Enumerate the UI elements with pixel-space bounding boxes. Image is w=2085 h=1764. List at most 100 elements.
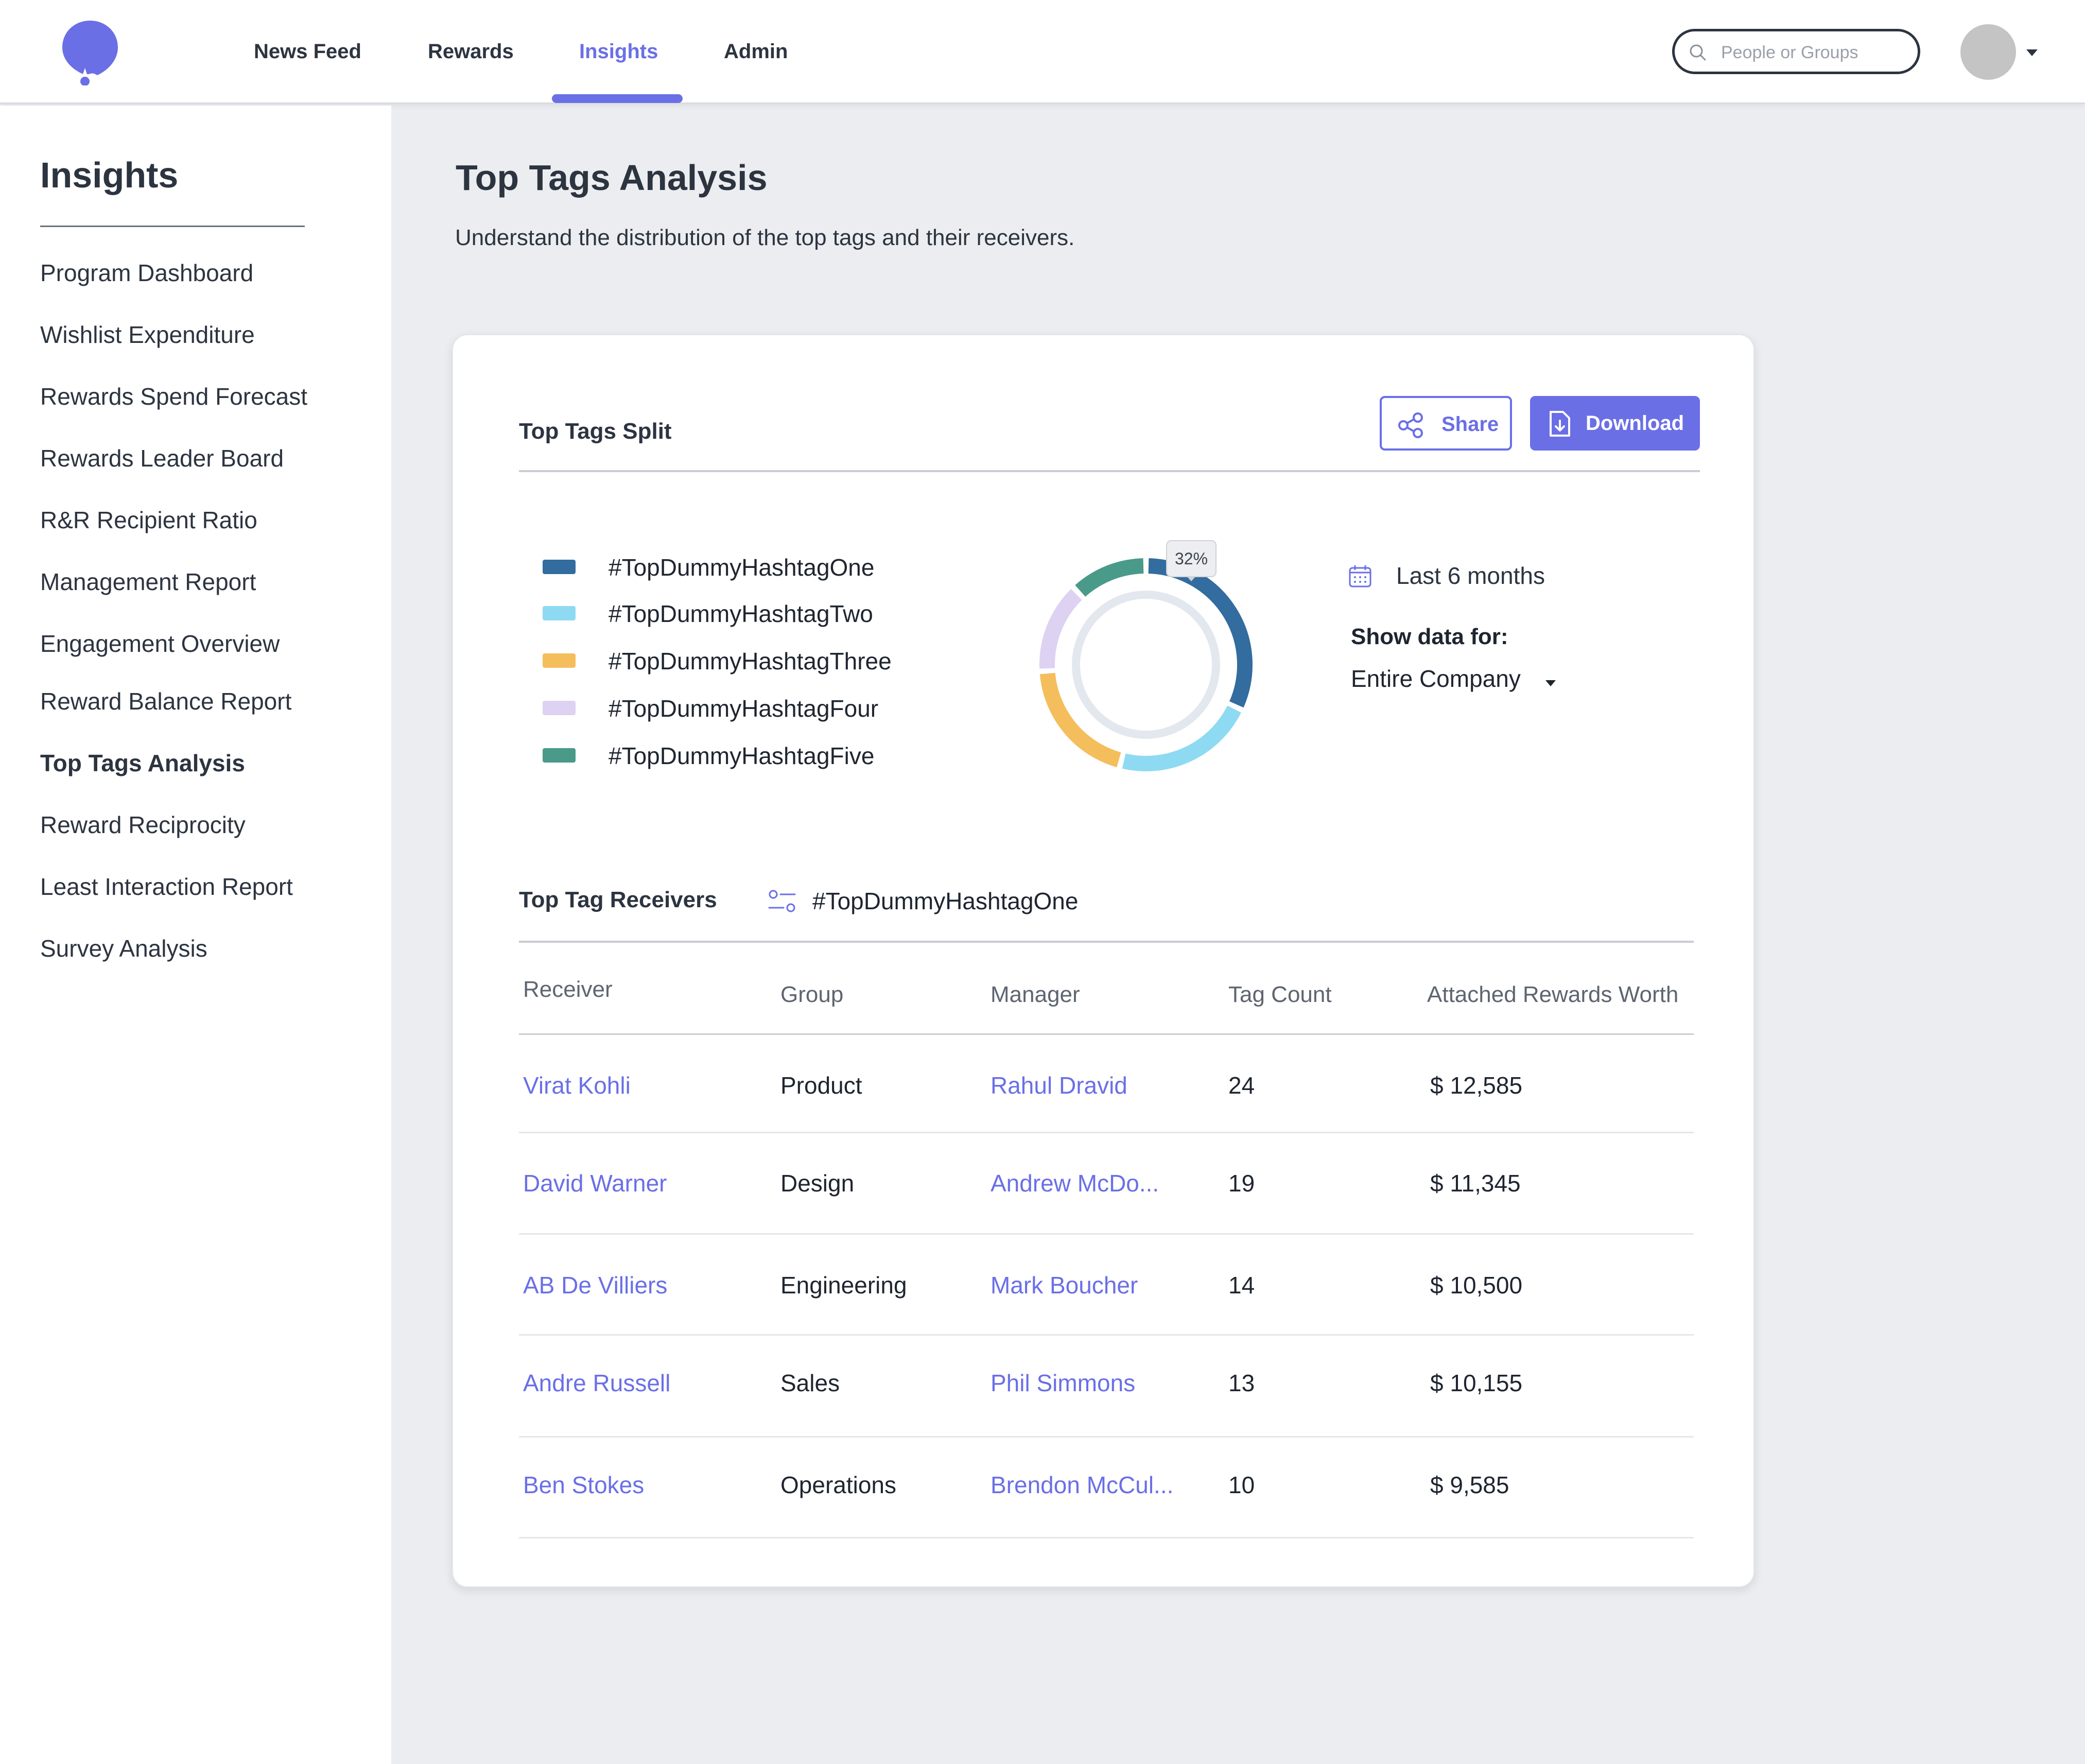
tag-count-cell: 24 bbox=[1228, 1072, 1255, 1099]
rewards-worth-cell: $ 12,585 bbox=[1430, 1072, 1523, 1099]
donut-slice[interactable] bbox=[1039, 672, 1121, 768]
legend-swatch bbox=[543, 653, 576, 668]
search-icon bbox=[1690, 44, 1706, 61]
nav-news-feed[interactable]: News Feed bbox=[254, 40, 361, 63]
nav-insights[interactable]: Insights bbox=[579, 40, 658, 63]
manager-link[interactable]: Rahul Dravid bbox=[991, 1072, 1127, 1099]
download-button[interactable]: Download bbox=[1530, 396, 1700, 451]
donut-slice[interactable] bbox=[1039, 589, 1082, 669]
nav-rewards[interactable]: Rewards bbox=[428, 40, 514, 63]
tag-count-cell: 19 bbox=[1228, 1170, 1255, 1197]
top-tags-donut-chart[interactable] bbox=[1033, 551, 1259, 778]
manager-link[interactable]: Phil Simmons bbox=[991, 1370, 1136, 1396]
donut-inner-track bbox=[1072, 591, 1220, 739]
top-tag-receivers-title: Top Tag Receivers bbox=[519, 887, 717, 912]
receiver-link[interactable]: Andre Russell bbox=[523, 1370, 671, 1396]
balloon-star-logo[interactable] bbox=[59, 19, 121, 85]
sidebar-item-top-tags-analysis[interactable]: Top Tags Analysis bbox=[40, 750, 245, 776]
rewards-worth-cell: $ 11,345 bbox=[1430, 1170, 1521, 1197]
tag-count-cell: 14 bbox=[1228, 1272, 1255, 1299]
group-cell: Product bbox=[780, 1072, 862, 1099]
period-selector[interactable]: Last 6 months bbox=[1396, 562, 1545, 589]
legend-label: #TopDummyHashtagOne bbox=[609, 554, 875, 581]
table-header-divider bbox=[519, 1033, 1694, 1035]
row-divider bbox=[519, 1132, 1694, 1133]
sidebar-item-survey-analysis[interactable]: Survey Analysis bbox=[40, 935, 207, 962]
sidebar-item-reward-reciprocity[interactable]: Reward Reciprocity bbox=[40, 811, 246, 838]
sidebar-item-rewards-spend-forecast[interactable]: Rewards Spend Forecast bbox=[40, 383, 308, 410]
rewards-worth-cell: $ 10,155 bbox=[1430, 1370, 1523, 1396]
column-header-tag-count[interactable]: Tag Count bbox=[1228, 982, 1332, 1007]
search-input[interactable]: People or Groups bbox=[1672, 29, 1920, 74]
download-icon bbox=[1550, 411, 1570, 437]
legend-label: #TopDummyHashtagFive bbox=[609, 742, 875, 769]
tag-count-cell: 10 bbox=[1228, 1472, 1255, 1498]
calendar-icon[interactable] bbox=[1348, 564, 1372, 589]
legend-label: #TopDummyHashtagFour bbox=[609, 695, 879, 722]
receivers-divider bbox=[519, 941, 1694, 943]
manager-link[interactable]: Brendon McCul... bbox=[991, 1472, 1174, 1498]
filter-settings-icon[interactable] bbox=[767, 887, 798, 916]
group-cell: Sales bbox=[780, 1370, 840, 1396]
scope-value: Entire Company bbox=[1351, 665, 1521, 692]
group-cell: Engineering bbox=[780, 1272, 907, 1299]
legend-swatch bbox=[543, 560, 576, 574]
top-tags-split-title: Top Tags Split bbox=[519, 419, 672, 444]
sidebar-divider bbox=[40, 226, 305, 227]
sidebar-item-program-dashboard[interactable]: Program Dashboard bbox=[40, 260, 254, 286]
avatar[interactable] bbox=[1960, 24, 2016, 80]
active-tab-indicator bbox=[552, 94, 683, 103]
donut-tooltip-tail bbox=[1187, 576, 1196, 581]
search-placeholder: People or Groups bbox=[1721, 43, 1858, 62]
split-divider bbox=[519, 470, 1700, 472]
group-cell: Design bbox=[780, 1170, 855, 1197]
page-title: Top Tags Analysis bbox=[456, 158, 768, 198]
sidebar: Insights Program Dashboard Wishlist Expe… bbox=[0, 106, 391, 1764]
top-tags-card: Top Tags Split Share Download #TopDummyH… bbox=[452, 334, 1754, 1587]
chevron-down-icon bbox=[1545, 680, 1556, 686]
tag-count-cell: 13 bbox=[1228, 1370, 1255, 1396]
manager-link[interactable]: Andrew McDo... bbox=[991, 1170, 1159, 1197]
sidebar-item-reward-balance-report[interactable]: Reward Balance Report bbox=[40, 688, 292, 715]
legend-swatch bbox=[543, 701, 576, 715]
sidebar-item-rewards-leader-board[interactable]: Rewards Leader Board bbox=[40, 445, 284, 472]
group-cell: Operations bbox=[780, 1472, 897, 1498]
donut-slice[interactable] bbox=[1075, 558, 1144, 597]
legend-swatch bbox=[543, 606, 576, 620]
column-header-rewards-worth[interactable]: Attached Rewards Worth bbox=[1427, 982, 1679, 1007]
share-icon bbox=[1398, 412, 1423, 438]
receiver-link[interactable]: Virat Kohli bbox=[523, 1072, 631, 1099]
row-divider bbox=[519, 1436, 1694, 1438]
show-data-label: Show data for: bbox=[1351, 624, 1508, 649]
column-header-group[interactable]: Group bbox=[780, 982, 844, 1007]
legend-label: #TopDummyHashtagTwo bbox=[609, 600, 873, 627]
manager-link[interactable]: Mark Boucher bbox=[991, 1272, 1138, 1299]
share-button[interactable]: Share bbox=[1380, 396, 1512, 451]
donut-slice[interactable] bbox=[1148, 558, 1253, 708]
legend-label: #TopDummyHashtagThree bbox=[609, 648, 892, 675]
rewards-worth-cell: $ 9,585 bbox=[1430, 1472, 1509, 1498]
donut-slice[interactable] bbox=[1122, 705, 1241, 771]
scope-dropdown[interactable]: Entire Company bbox=[1351, 665, 1556, 696]
sidebar-item-engagement-overview[interactable]: Engagement Overview bbox=[40, 630, 280, 657]
selected-tag-filter[interactable]: #TopDummyHashtagOne bbox=[812, 888, 1079, 914]
sidebar-item-rr-recipient-ratio[interactable]: R&R Recipient Ratio bbox=[40, 507, 257, 533]
column-header-manager[interactable]: Manager bbox=[991, 982, 1080, 1007]
receiver-link[interactable]: Ben Stokes bbox=[523, 1472, 645, 1498]
receiver-link[interactable]: David Warner bbox=[523, 1170, 667, 1197]
donut-tooltip: 32% bbox=[1166, 540, 1217, 577]
sidebar-item-wishlist-expenditure[interactable]: Wishlist Expenditure bbox=[40, 321, 255, 348]
receiver-link[interactable]: AB De Villiers bbox=[523, 1272, 668, 1299]
row-divider bbox=[519, 1233, 1694, 1235]
share-button-label: Share bbox=[1441, 413, 1499, 436]
rewards-worth-cell: $ 10,500 bbox=[1430, 1272, 1523, 1299]
chevron-down-icon[interactable] bbox=[2026, 49, 2038, 56]
nav-admin[interactable]: Admin bbox=[724, 40, 788, 63]
sidebar-item-least-interaction-report[interactable]: Least Interaction Report bbox=[40, 873, 293, 900]
sidebar-item-management-report[interactable]: Management Report bbox=[40, 568, 256, 595]
sidebar-title: Insights bbox=[40, 155, 179, 195]
legend-swatch bbox=[543, 748, 576, 763]
column-header-receiver[interactable]: Receiver bbox=[523, 977, 613, 1002]
top-navigation-bar: News Feed Rewards Insights Admin People … bbox=[0, 0, 2085, 104]
row-divider bbox=[519, 1537, 1694, 1538]
